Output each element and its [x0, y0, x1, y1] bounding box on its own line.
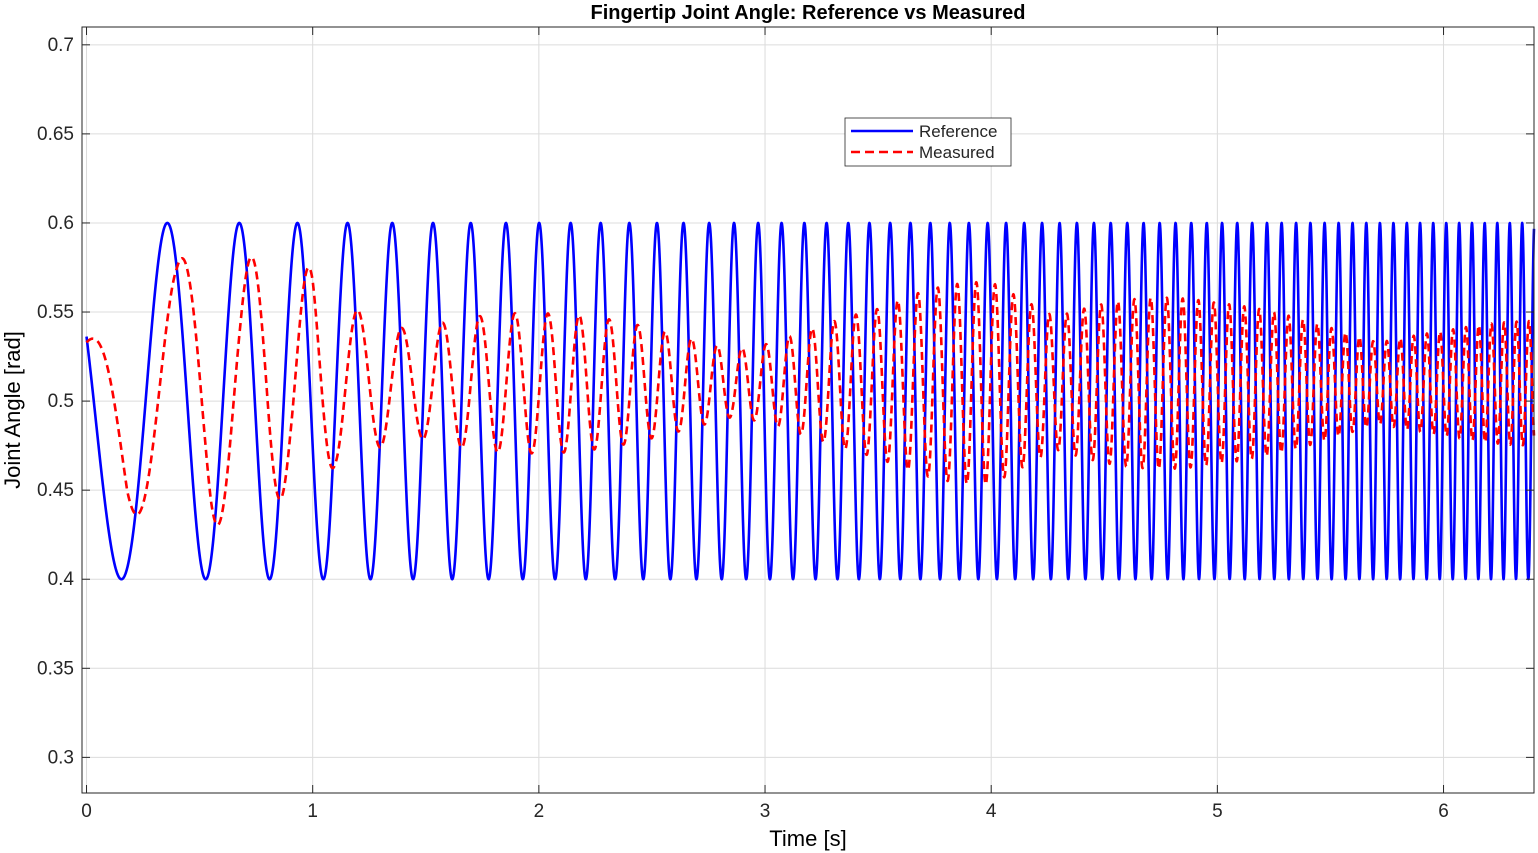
- series-layer: [85, 221, 1536, 581]
- x-tick-label: 1: [307, 801, 318, 822]
- x-tick-label: 2: [534, 801, 545, 822]
- y-tick-label: 0.5: [48, 391, 74, 412]
- legend: Reference Measured: [844, 117, 1012, 167]
- y-axis-label: Joint Angle [rad]: [0, 331, 25, 489]
- y-tick-label: 0.35: [37, 658, 74, 679]
- y-tick-label: 0.3: [48, 747, 74, 768]
- chart-title: Fingertip Joint Angle: Reference vs Meas…: [591, 2, 1026, 24]
- y-tick-label: 0.6: [48, 213, 74, 234]
- legend-box: [844, 117, 1012, 167]
- x-tick-label: 0: [81, 801, 92, 822]
- series-line-measured: [85, 255, 1536, 527]
- y-tick-label: 0.45: [37, 480, 74, 501]
- x-tick-label: 6: [1438, 801, 1449, 822]
- y-tick-label: 0.55: [37, 302, 74, 323]
- x-tick-label: 4: [986, 801, 997, 822]
- y-tick-label: 0.7: [48, 35, 74, 56]
- legend-reference-label: Reference: [919, 122, 997, 141]
- x-tick-label: 3: [760, 801, 771, 822]
- plot-background: [82, 27, 1534, 793]
- x-tick-label: 5: [1212, 801, 1223, 822]
- legend-measured-label: Measured: [919, 143, 995, 162]
- x-axis-label: Time [s]: [769, 826, 846, 851]
- ticks: 0 1 2 3 4 5 6 0.3 0.35 0.4 0.45 0.5 0.55 0.6 0.65 0.7: [37, 27, 1534, 822]
- plot-frame: [81, 26, 1535, 794]
- y-tick-label: 0.4: [48, 569, 75, 590]
- y-tick-label: 0.65: [37, 124, 74, 145]
